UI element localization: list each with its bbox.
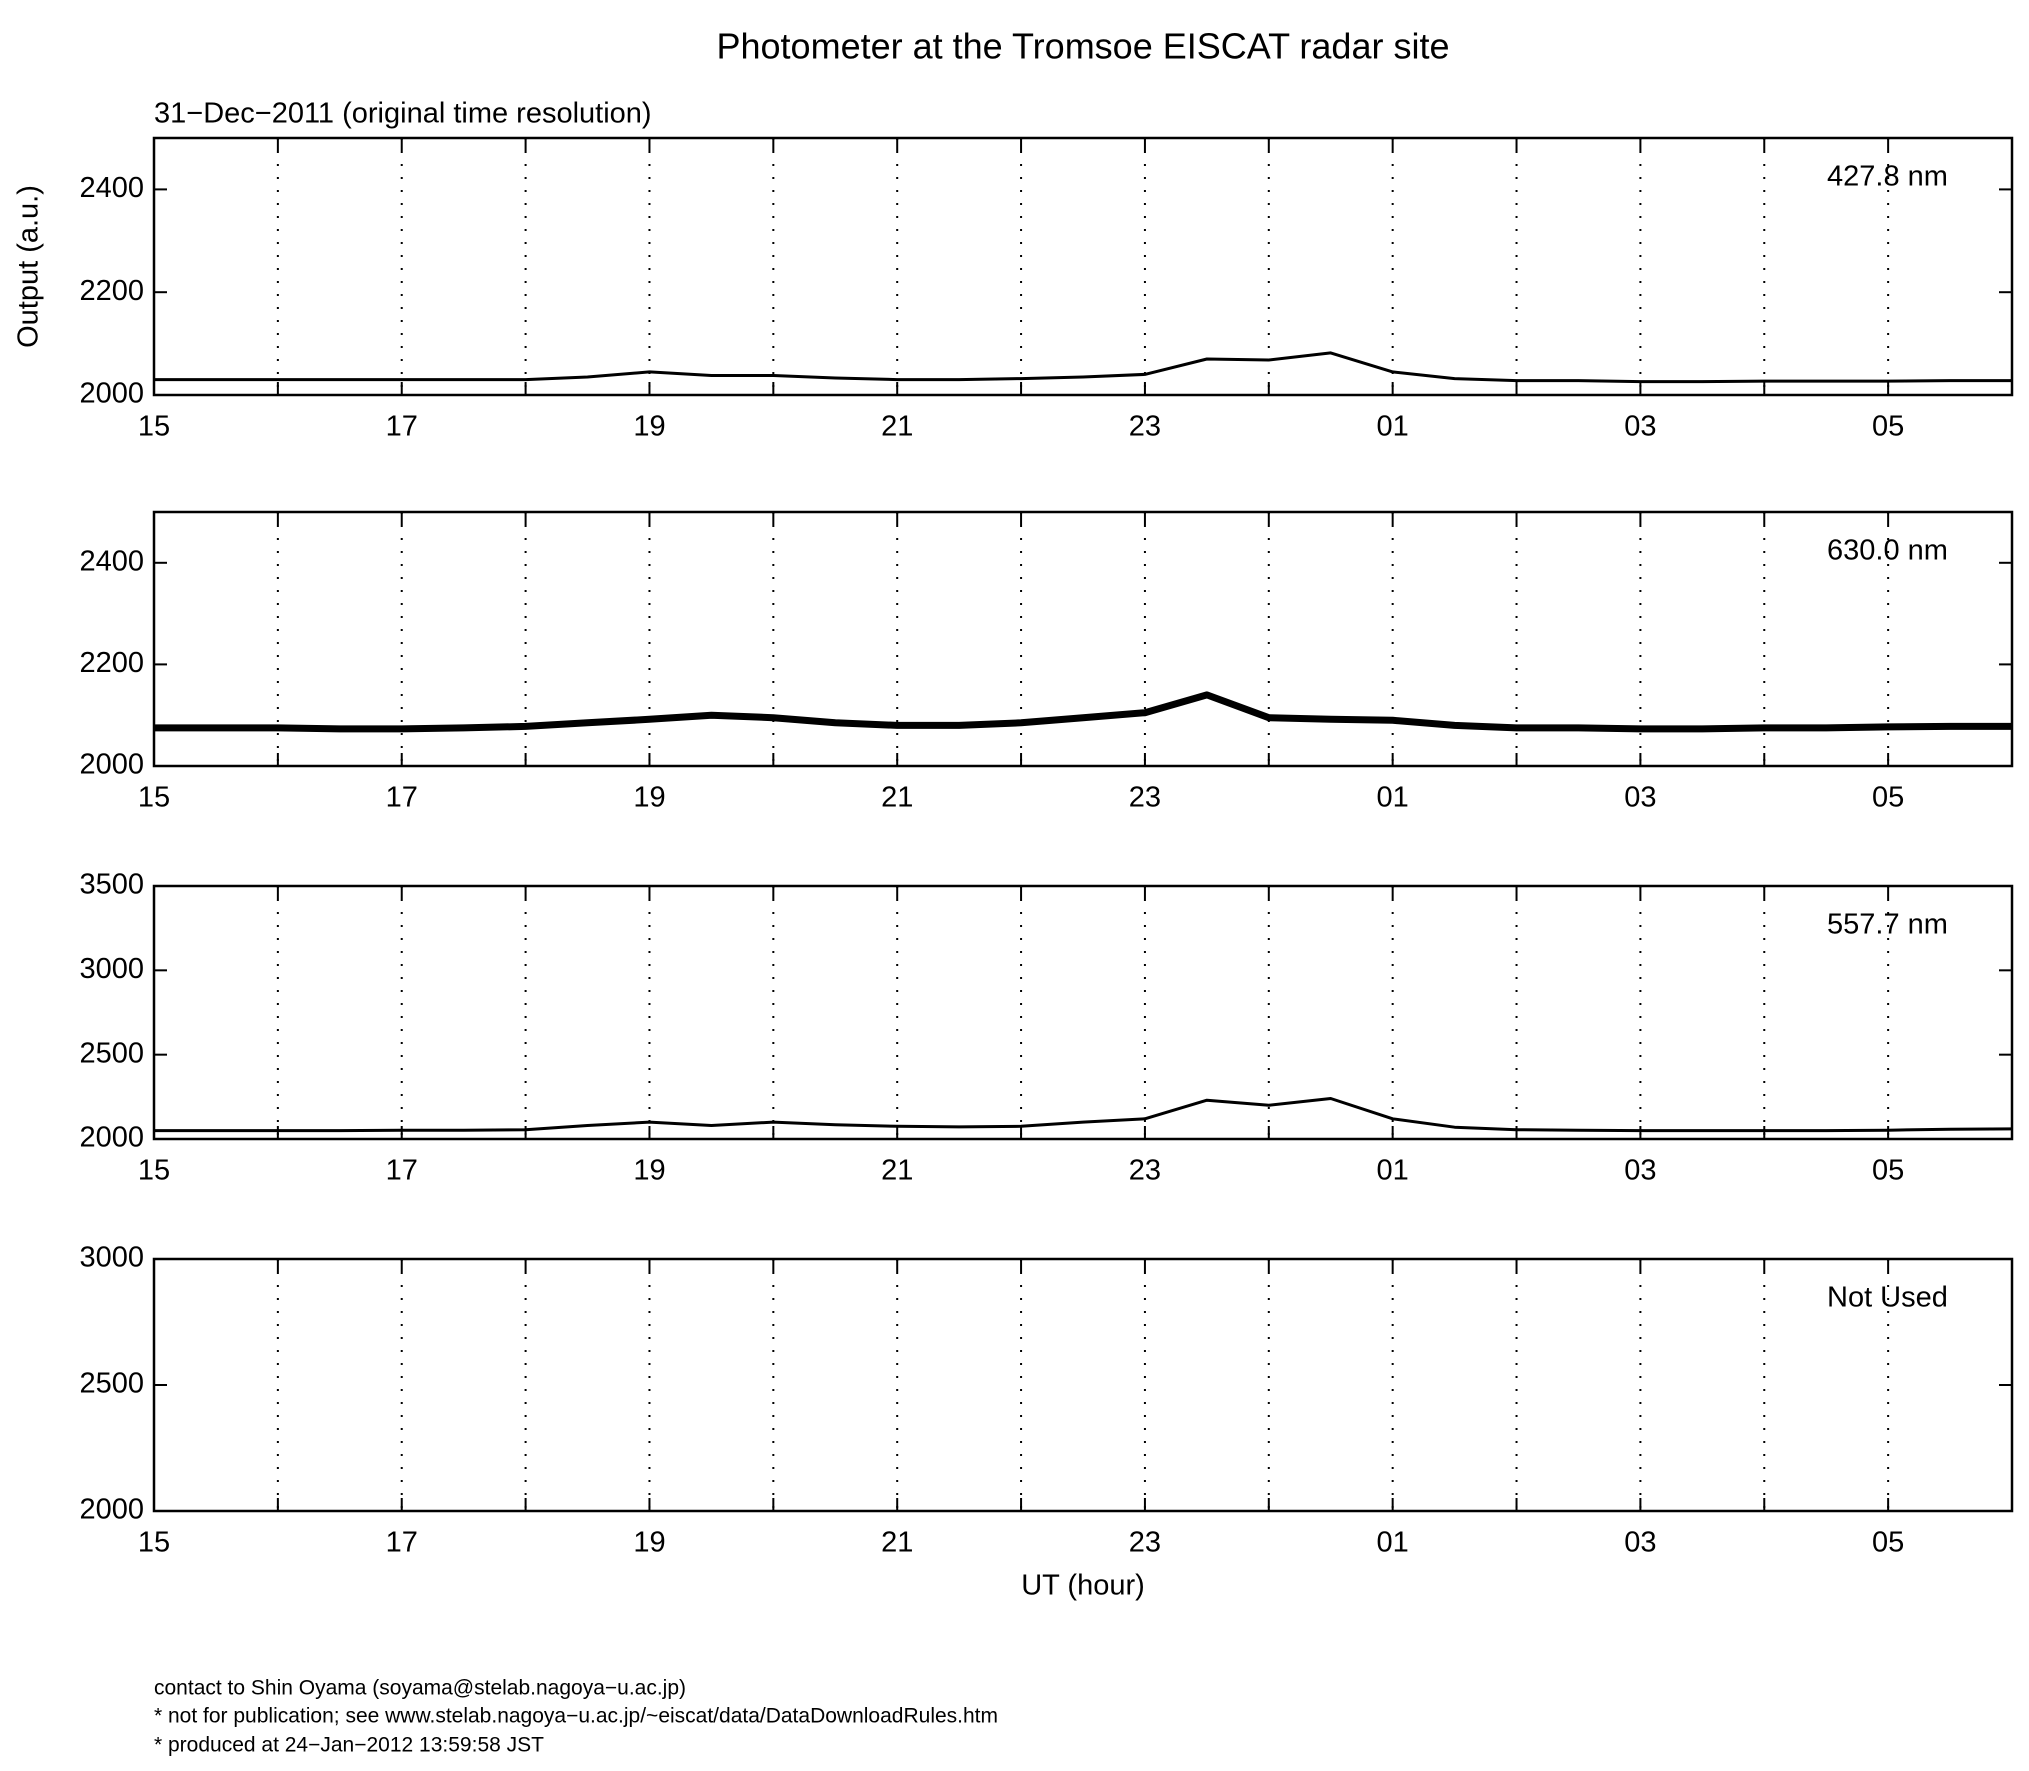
x-axis-label: UT (hour)	[1021, 1570, 1145, 1602]
x-tick-label: 17	[386, 1527, 418, 1559]
x-tick-label: 15	[138, 411, 170, 443]
panel-label: Not Used	[1827, 1282, 1948, 1314]
x-tick-label: 21	[881, 411, 913, 443]
x-tick-label: 19	[633, 1527, 665, 1559]
y-tick-label: 2500	[79, 1368, 144, 1400]
y-tick-label: 2000	[79, 1494, 144, 1526]
footer: * produced at 24−Jan−2012 13:59:58 JST	[154, 1734, 544, 1757]
x-tick-label: 23	[1129, 411, 1161, 443]
chart-title: Photometer at the Tromsoe EISCAT radar s…	[717, 26, 1450, 67]
plot-frame	[152, 884, 2014, 1141]
x-tick-label: 21	[881, 1527, 913, 1559]
x-tick-label: 03	[1624, 782, 1656, 814]
x-tick-label: 01	[1377, 1155, 1409, 1187]
x-tick-label: 17	[386, 782, 418, 814]
y-tick-label: 2500	[79, 1037, 144, 1069]
plot-frame	[152, 136, 2014, 397]
footer: * not for publication; see www.stelab.na…	[154, 1705, 998, 1728]
y-tick-label: 3500	[79, 869, 144, 901]
x-tick-label: 05	[1872, 1155, 1904, 1187]
y-tick-label: 2000	[79, 1122, 144, 1154]
y-tick-label: 2200	[79, 275, 144, 307]
x-tick-label: 05	[1872, 411, 1904, 443]
x-tick-label: 19	[633, 782, 665, 814]
x-tick-label: 23	[1129, 1155, 1161, 1187]
panel-label: 557.7 nm	[1827, 909, 1948, 941]
x-tick-label: 03	[1624, 1155, 1656, 1187]
x-tick-label: 01	[1377, 411, 1409, 443]
y-tick-label: 3000	[79, 953, 144, 985]
x-tick-label: 01	[1377, 1527, 1409, 1559]
x-tick-label: 21	[881, 782, 913, 814]
y-tick-label: 2400	[79, 172, 144, 204]
y-tick-label: 3000	[79, 1242, 144, 1274]
x-tick-label: 17	[386, 1155, 418, 1187]
x-tick-label: 15	[138, 782, 170, 814]
x-tick-label: 15	[138, 1155, 170, 1187]
subtitle: 31−Dec−2011 (original time resolution)	[154, 98, 652, 130]
x-tick-label: 23	[1129, 1527, 1161, 1559]
x-tick-label: 23	[1129, 782, 1161, 814]
x-tick-label: 19	[633, 411, 665, 443]
x-tick-label: 03	[1624, 411, 1656, 443]
plot-frame	[152, 1257, 2014, 1513]
data-line	[154, 351, 2012, 384]
x-tick-label: 05	[1872, 782, 1904, 814]
data-line	[154, 691, 2012, 733]
x-tick-label: 21	[881, 1155, 913, 1187]
x-tick-label: 15	[138, 1527, 170, 1559]
x-tick-label: 05	[1872, 1527, 1904, 1559]
x-tick-label: 03	[1624, 1527, 1656, 1559]
y-tick-label: 2200	[79, 647, 144, 679]
x-tick-label: 01	[1377, 782, 1409, 814]
y-tick-label: 2000	[79, 378, 144, 410]
y-tick-label: 2400	[79, 545, 144, 577]
panel-label: 427.8 nm	[1827, 161, 1948, 193]
x-tick-label: 19	[633, 1155, 665, 1187]
panel-label: 630.0 nm	[1827, 535, 1948, 567]
data-line	[154, 1097, 2013, 1133]
y-axis-label: Output (a.u.)	[13, 185, 45, 348]
x-tick-label: 17	[386, 411, 418, 443]
plot-frame	[152, 510, 2014, 768]
y-tick-label: 2000	[79, 749, 144, 781]
footer: contact to Shin Oyama (soyama@stelab.nag…	[154, 1677, 686, 1700]
